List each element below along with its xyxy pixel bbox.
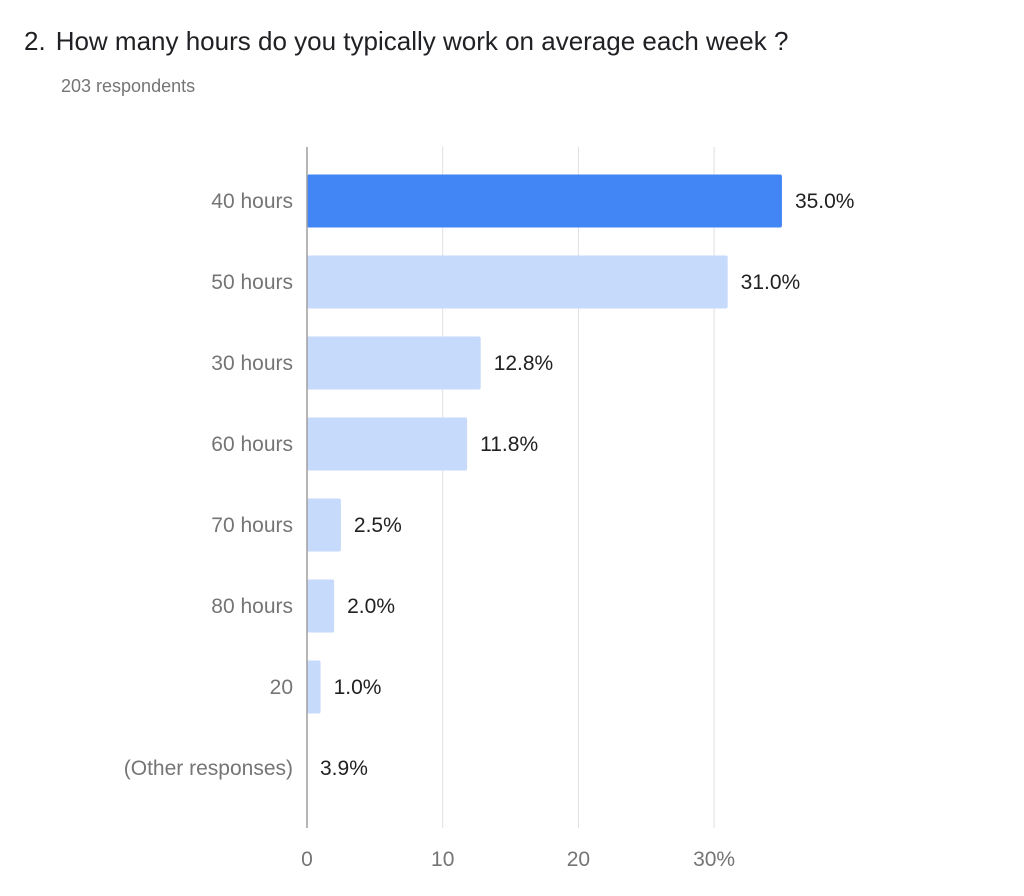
bar: [307, 336, 481, 390]
value-label: 2.0%: [347, 595, 395, 618]
value-label: 2.5%: [354, 514, 402, 537]
x-tick-label: 20: [567, 848, 590, 871]
question-number: 2.: [24, 26, 46, 56]
bar: [307, 417, 468, 471]
value-label: 31.0%: [741, 271, 801, 294]
category-label: 40 hours: [211, 190, 293, 213]
category-label: 60 hours: [211, 433, 293, 456]
labels: 0 10 20 30% 40 hours 35.0% 50 hours 31.0% 30 hou…: [124, 190, 855, 871]
category-label: 80 hours: [211, 595, 293, 618]
bar: [307, 174, 782, 228]
bar: [307, 660, 321, 714]
category-label: 30 hours: [211, 352, 293, 375]
question-title-row: 2. How many hours do you typically work o…: [24, 26, 788, 57]
bar: [307, 255, 728, 309]
category-label: (Other responses): [124, 757, 293, 780]
respondent-count: 203 respondents: [61, 76, 196, 96]
value-label: 3.9%: [320, 757, 368, 780]
value-label: 1.0%: [334, 676, 382, 699]
value-label: 11.8%: [480, 433, 538, 456]
bar: [307, 579, 335, 633]
question-title: How many hours do you typically work on …: [55, 26, 789, 56]
x-tick-label: 0: [301, 848, 313, 871]
bars: [306, 147, 782, 828]
bar: [307, 498, 341, 552]
category-label: 20: [270, 676, 293, 699]
gridlines: [442, 147, 715, 828]
x-tick-label: 30%: [693, 848, 735, 871]
x-tick-label: 10: [431, 848, 454, 871]
value-label: 35.0%: [795, 190, 855, 213]
category-label: 70 hours: [211, 514, 293, 537]
category-label: 50 hours: [211, 271, 293, 294]
value-label: 12.8%: [494, 352, 554, 375]
